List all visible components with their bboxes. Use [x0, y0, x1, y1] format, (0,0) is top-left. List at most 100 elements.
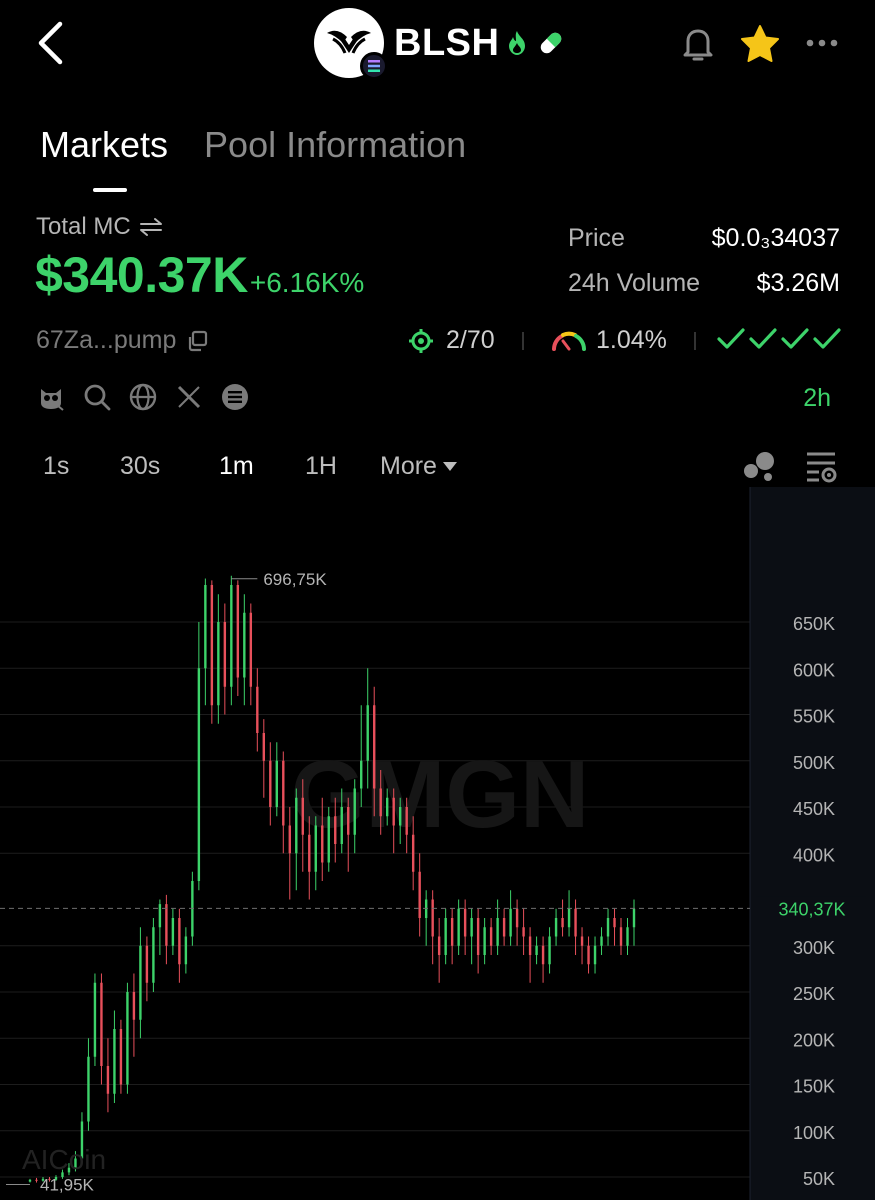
interval-1h[interactable]: 1H	[305, 452, 337, 480]
candle-body	[113, 1029, 116, 1094]
y-tick-label: 500K	[793, 753, 835, 773]
candle-body	[275, 760, 278, 807]
candle-up	[204, 578, 207, 706]
brand-watermark: AICoin	[22, 1144, 106, 1175]
favorite-star-button[interactable]	[738, 22, 782, 66]
candle-up	[139, 927, 142, 1039]
candle-body	[360, 760, 363, 789]
candlestick-chart[interactable]: GMGN 650K 600K 550K 500K 450K 400K 300K 250K 200…	[0, 487, 875, 1200]
candle-body	[554, 918, 558, 937]
candle-body	[619, 927, 623, 946]
contract-address[interactable]: 67Za...pump	[36, 326, 208, 355]
candle-body	[243, 612, 246, 678]
candle-up	[295, 788, 298, 891]
candle-up	[197, 622, 201, 891]
low-marker-label: 41,95K	[40, 1175, 95, 1194]
more-options-button[interactable]	[802, 30, 842, 56]
candle-down	[282, 751, 285, 854]
candle-down	[411, 816, 415, 891]
price-chart[interactable]: GMGN 650K 600K 550K 500K 450K 400K 300K 250K 200…	[0, 487, 875, 1200]
candle-body	[61, 1172, 64, 1177]
volume-value: $3.26M	[756, 269, 840, 297]
risk-gauge[interactable]: 1.04%	[550, 326, 667, 355]
candle-body	[334, 816, 337, 844]
candle-down	[236, 580, 240, 696]
tab-pool-information[interactable]: Pool Information	[204, 124, 467, 165]
total-mc-label[interactable]: Total MC	[36, 213, 163, 241]
candle-up	[496, 899, 499, 955]
token-symbol: BLSH	[394, 21, 500, 64]
y-tick-label: 400K	[793, 845, 835, 865]
candle-body	[606, 918, 610, 937]
candle-up	[61, 1169, 64, 1179]
indicators-button[interactable]	[742, 449, 778, 488]
security-checks[interactable]	[716, 326, 842, 352]
top-holders[interactable]: 2/70	[408, 326, 495, 355]
candle-body	[431, 899, 434, 937]
solana-icon	[368, 60, 380, 72]
audit-link[interactable]	[36, 382, 66, 412]
candle-body	[87, 1056, 90, 1122]
token-logo-mark	[327, 30, 371, 54]
candle-body	[548, 936, 551, 965]
candle-body	[48, 1178, 51, 1180]
candle-up	[548, 927, 551, 974]
search-link[interactable]	[82, 382, 112, 412]
token-header: BLSH	[314, 8, 565, 80]
candle-body	[80, 1121, 84, 1159]
candle-body	[282, 760, 285, 826]
divider	[522, 332, 524, 350]
candle-down	[476, 908, 480, 974]
candle-body	[411, 834, 415, 872]
token-meta-row: 67Za...pump 2/70 1.04%	[0, 322, 875, 362]
candle-body	[580, 936, 584, 946]
candle-down	[392, 788, 395, 854]
candle-up	[327, 807, 330, 872]
candle-body	[353, 788, 356, 835]
candle-up	[93, 973, 97, 1066]
chain-explorer-link[interactable]	[220, 382, 250, 412]
token-logo	[314, 8, 388, 80]
candle-body	[249, 612, 253, 687]
interval-1m[interactable]: 1m	[219, 452, 254, 480]
candle-body	[223, 622, 227, 687]
candle-down	[145, 936, 149, 1002]
candle-body	[106, 1066, 110, 1094]
candle-up	[184, 927, 188, 974]
candle-down	[256, 668, 259, 752]
candle-body	[561, 918, 564, 928]
x-twitter-link[interactable]	[174, 382, 204, 412]
candle-body	[574, 908, 577, 937]
top-bar: BLSH	[0, 0, 875, 90]
candle-down	[619, 918, 623, 955]
candle-body	[463, 908, 467, 937]
y-axis: 650K 600K 550K 500K 450K 400K 300K 250K 200K 150K…	[793, 614, 835, 1189]
interval-1s[interactable]: 1s	[43, 452, 70, 480]
tab-markets[interactable]: Markets	[40, 124, 169, 165]
interval-more-dropdown[interactable]: More	[380, 452, 457, 481]
chart-settings-button[interactable]	[805, 449, 839, 488]
candles	[28, 575, 636, 1183]
candle-down	[463, 899, 467, 955]
interval-30s[interactable]: 30s	[120, 452, 161, 480]
back-button[interactable]	[30, 20, 70, 66]
volume-label: 24h Volume	[568, 269, 701, 297]
candle-up	[424, 890, 428, 946]
candle-up	[152, 918, 155, 992]
candle-body	[600, 936, 603, 946]
candle-down	[431, 890, 434, 965]
candle-body	[165, 904, 168, 946]
website-link[interactable]	[128, 382, 158, 412]
swap-toggle-icon	[139, 218, 162, 236]
price-label: Price	[568, 224, 625, 252]
candle-body	[502, 918, 506, 937]
candle-up	[398, 797, 402, 844]
candle-down	[334, 797, 337, 863]
candle-body	[139, 945, 142, 1020]
y-tick-label: 650K	[793, 614, 835, 634]
candle-body	[489, 927, 493, 946]
solana-chain-badge	[360, 52, 388, 80]
candle-body	[626, 927, 629, 946]
notification-bell-button[interactable]	[678, 24, 718, 64]
indicators-icon	[744, 452, 774, 481]
